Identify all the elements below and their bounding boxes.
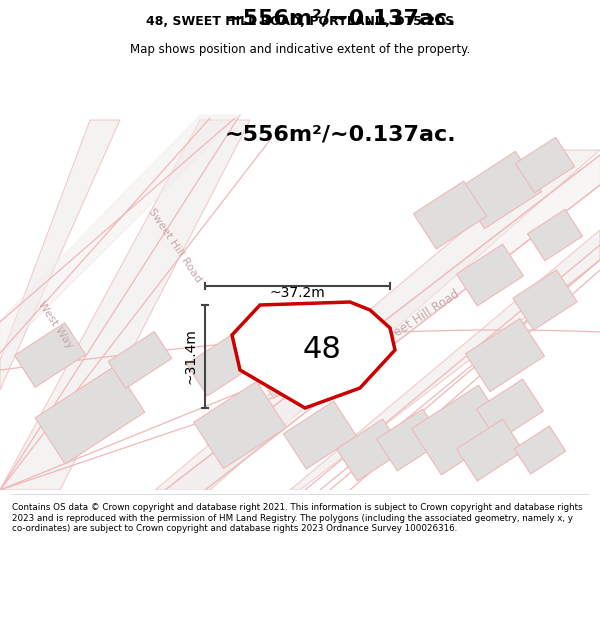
Polygon shape	[187, 334, 253, 396]
Polygon shape	[527, 209, 583, 261]
Text: West Way: West Way	[35, 299, 74, 351]
Text: 48, SWEET HILL ROAD, PORTLAND, DT5 2DS: 48, SWEET HILL ROAD, PORTLAND, DT5 2DS	[146, 15, 454, 28]
Polygon shape	[413, 181, 487, 249]
Polygon shape	[232, 302, 395, 408]
Polygon shape	[194, 381, 286, 469]
Text: ~556m²/~0.137ac.: ~556m²/~0.137ac.	[224, 8, 456, 28]
Polygon shape	[412, 385, 509, 475]
Polygon shape	[0, 115, 240, 355]
Polygon shape	[155, 150, 600, 490]
Polygon shape	[108, 332, 172, 388]
Polygon shape	[0, 120, 250, 490]
Polygon shape	[337, 419, 403, 481]
Polygon shape	[165, 155, 600, 490]
Polygon shape	[457, 244, 523, 306]
Polygon shape	[14, 322, 86, 388]
Polygon shape	[458, 151, 542, 229]
Polygon shape	[377, 409, 443, 471]
Text: Sweet Hill Road: Sweet Hill Road	[378, 288, 462, 349]
Polygon shape	[35, 366, 145, 464]
Polygon shape	[513, 270, 577, 330]
Text: 48: 48	[302, 336, 341, 364]
Polygon shape	[283, 401, 356, 469]
Polygon shape	[457, 419, 523, 481]
Polygon shape	[514, 426, 566, 474]
Text: ~31.4m: ~31.4m	[184, 328, 198, 384]
Text: ~556m²/~0.137ac.: ~556m²/~0.137ac.	[224, 125, 456, 145]
Text: Sweet Hill Road: Sweet Hill Road	[146, 206, 203, 284]
Text: Contains OS data © Crown copyright and database right 2021. This information is : Contains OS data © Crown copyright and d…	[12, 504, 583, 533]
Polygon shape	[476, 379, 544, 441]
Polygon shape	[254, 342, 316, 398]
Text: ~37.2m: ~37.2m	[269, 286, 325, 300]
Text: Map shows position and indicative extent of the property.: Map shows position and indicative extent…	[130, 43, 470, 56]
Polygon shape	[515, 138, 575, 192]
Polygon shape	[0, 120, 120, 390]
Polygon shape	[290, 230, 600, 490]
Polygon shape	[466, 318, 545, 392]
